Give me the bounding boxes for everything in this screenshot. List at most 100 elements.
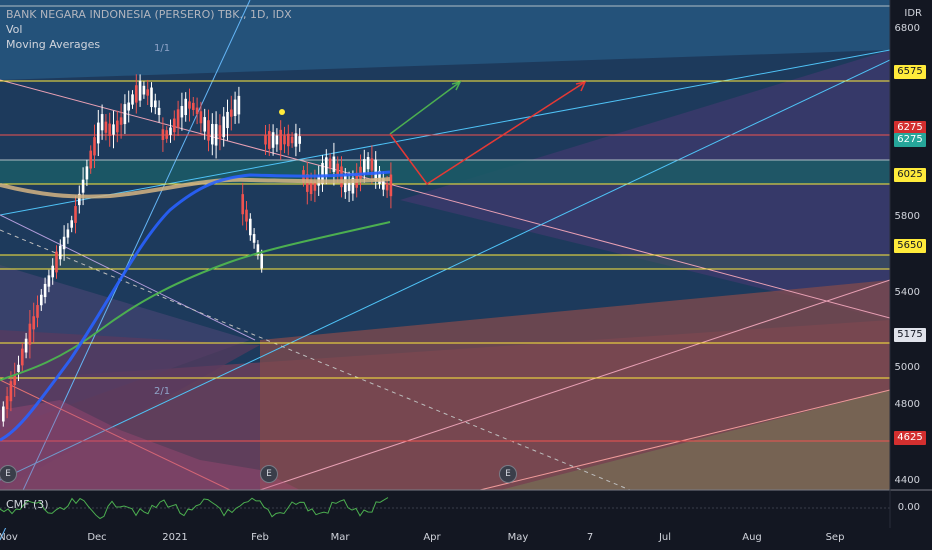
- candle-body: [100, 114, 104, 131]
- price-tick-label: 5800: [894, 211, 920, 223]
- fib-zone-magenta: [0, 330, 260, 490]
- candle-body: [85, 166, 89, 180]
- cmf-label[interactable]: CMF (3): [6, 498, 49, 511]
- candle-body: [241, 194, 244, 215]
- candle-body: [260, 254, 263, 269]
- ma-mid-line: [0, 221, 391, 381]
- moving-averages-legend[interactable]: Moving Averages: [6, 38, 101, 51]
- candle-body: [264, 135, 267, 145]
- price-tick-label: 4800: [894, 399, 920, 411]
- fan-label-lower: 2/1: [154, 386, 171, 397]
- candle-body: [51, 265, 54, 278]
- fan-line-upper: [0, 49, 891, 216]
- candle-body: [218, 125, 222, 140]
- candle-body: [363, 159, 366, 174]
- candle-body: [283, 135, 286, 145]
- candle-body: [150, 87, 153, 108]
- symbol-title[interactable]: BANK NEGARA INDONESIA (PERSERO) TBK., 1D…: [6, 8, 292, 21]
- time-axis-label: Sep: [825, 532, 845, 543]
- chart-legend: BANK NEGARA INDONESIA (PERSERO) TBK., 1D…: [6, 7, 292, 52]
- price-tag: 6275: [894, 121, 926, 136]
- candle-body: [222, 116, 225, 138]
- fib-zone-olive: [500, 390, 890, 490]
- candle-body: [74, 206, 77, 223]
- cmf-value-label: 0.00: [897, 502, 920, 513]
- fan-line-lower-b: [479, 389, 891, 491]
- candle-body: [81, 179, 85, 193]
- earnings-marker[interactable]: E: [0, 465, 17, 483]
- candle-body: [374, 159, 377, 181]
- candle-body: [154, 100, 157, 108]
- candle-body: [325, 157, 328, 177]
- candle-body: [123, 104, 127, 125]
- candle-body: [195, 107, 199, 115]
- price-tick-label: 6800: [894, 23, 920, 35]
- earnings-marker[interactable]: E: [260, 465, 278, 483]
- candle-body: [104, 121, 108, 133]
- candle-body: [290, 136, 294, 144]
- time-axis-label: Feb: [251, 532, 269, 543]
- candle-body: [226, 111, 229, 129]
- bearish-projection-arrow: [389, 81, 586, 186]
- time-axis-label: 7: [586, 532, 594, 543]
- candle-body: [336, 163, 339, 176]
- candle-body: [294, 133, 298, 147]
- time-axis-label: Jul: [658, 532, 672, 543]
- candle-body: [332, 156, 336, 172]
- earnings-marker[interactable]: E: [499, 465, 517, 483]
- price-tag: 5175: [894, 327, 926, 342]
- candle-body: [351, 177, 355, 194]
- candle-body: [169, 127, 172, 135]
- candle-body: [32, 316, 35, 330]
- candle-body: [184, 98, 187, 116]
- candle-body: [214, 124, 218, 146]
- candle-body: [62, 236, 66, 250]
- candle-body: [2, 406, 5, 422]
- candle-body: [279, 129, 282, 151]
- candle-body: [249, 218, 252, 236]
- candle-body: [176, 109, 180, 128]
- fan-line-red: [0, 379, 231, 491]
- candle-body: [268, 131, 271, 149]
- candle-body: [256, 244, 260, 256]
- candle-body: [245, 209, 248, 222]
- time-axis-label: Dec: [87, 532, 107, 543]
- candle-body: [211, 123, 214, 145]
- currency-label: IDR: [904, 8, 922, 19]
- candle-body: [47, 275, 51, 287]
- candle-body: [173, 118, 176, 133]
- candle-body: [328, 158, 332, 168]
- candle-body: [344, 174, 347, 193]
- candle-body: [385, 183, 389, 191]
- volume-legend[interactable]: Vol: [6, 23, 23, 36]
- candle-body: [59, 245, 62, 260]
- candle-body: [340, 166, 343, 188]
- candle-body: [389, 174, 393, 197]
- candle-body: [347, 182, 351, 191]
- candle-body: [313, 181, 317, 191]
- candle-body: [127, 102, 130, 111]
- candle-body: [192, 102, 195, 110]
- ma-short-line: [0, 170, 391, 442]
- candle-body: [116, 120, 119, 133]
- price-tick-label: 4400: [894, 474, 920, 486]
- candle-body: [165, 130, 168, 139]
- candle-body: [298, 136, 301, 144]
- fan-line-descending: [0, 79, 891, 319]
- bearish-arrowhead: [575, 80, 587, 92]
- time-axis-label: Nov: [0, 532, 18, 543]
- candle-body: [188, 101, 191, 109]
- fan-line-channel: [0, 59, 891, 481]
- price-tag: 4625: [894, 431, 926, 446]
- price-tick-label: 5400: [894, 286, 920, 298]
- candle-body: [13, 374, 16, 386]
- candle-body: [119, 117, 123, 125]
- candle-body: [378, 170, 381, 184]
- time-axis-label: Mar: [330, 532, 350, 543]
- price-tag: 6275: [894, 133, 926, 148]
- candle-body: [142, 85, 146, 95]
- cmf-pane: [0, 490, 890, 528]
- candle-body: [70, 220, 73, 228]
- candle-body: [275, 135, 279, 145]
